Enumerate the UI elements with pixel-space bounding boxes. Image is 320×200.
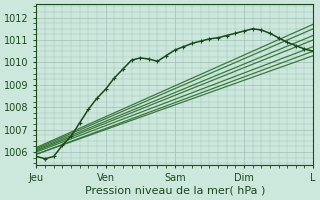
X-axis label: Pression niveau de la mer( hPa ): Pression niveau de la mer( hPa ) bbox=[84, 186, 265, 196]
